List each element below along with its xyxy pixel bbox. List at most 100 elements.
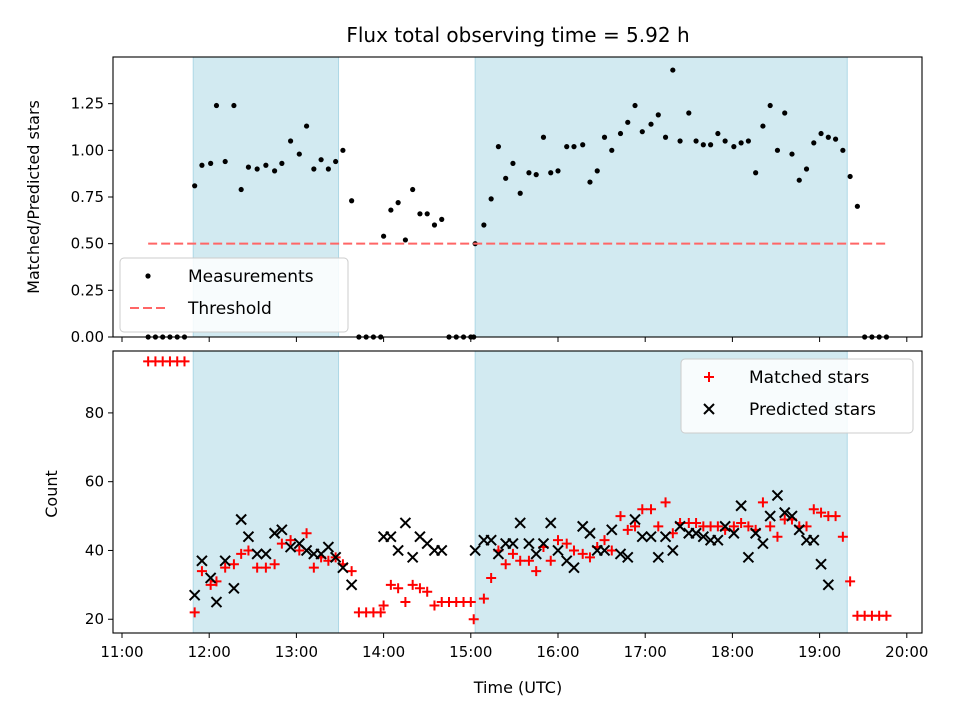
predicted-star-point: [385, 530, 397, 543]
predicted-star-point: [196, 555, 208, 567]
matched-star-point: [599, 535, 610, 546]
predicted-star-point: [469, 544, 481, 557]
measurement-point: [402, 237, 408, 243]
predicted-star-point: [614, 548, 627, 560]
legend-label: Predicted stars: [749, 400, 876, 420]
matched-star-point: [622, 524, 633, 535]
chart-title: Flux total observing time = 5.92 h: [346, 23, 689, 47]
measurement-point: [854, 203, 860, 209]
matched-star-point: [236, 548, 247, 559]
measurement-point: [213, 102, 220, 109]
predicted-star-point: [690, 527, 702, 539]
predicted-star-point: [622, 551, 634, 564]
matched-star-point: [507, 548, 518, 559]
measurement-point: [648, 121, 654, 127]
matched-star-point: [346, 566, 357, 577]
legend-matched-swatch: [704, 372, 714, 382]
matched-star-point: [653, 521, 664, 532]
legend-label: Measurements: [188, 267, 314, 287]
matched-star-point: [553, 535, 563, 546]
measurement-point: [580, 142, 586, 148]
measurement-point: [840, 147, 846, 153]
predicted-star-point: [697, 530, 710, 543]
measurement-point: [152, 334, 159, 340]
predicted-star-point: [728, 527, 740, 539]
matched-star-point: [830, 511, 841, 522]
predicted-star-point: [530, 548, 542, 560]
measurement-point: [517, 190, 523, 196]
y-tick-label: 0.25: [71, 281, 104, 299]
measurement-point: [296, 151, 302, 157]
y-tick-label: 60: [85, 473, 104, 491]
predicted-star-point: [260, 548, 272, 560]
measurement-point: [774, 147, 781, 153]
matched-star-point: [772, 531, 783, 542]
measurement-point: [767, 102, 773, 109]
matched-star-point: [523, 555, 534, 566]
x-tick-label: 12:00: [188, 643, 231, 661]
measurement-point: [677, 138, 683, 144]
predicted-star-point: [822, 579, 835, 591]
matched-star-point: [220, 562, 231, 573]
predicted-star-point: [537, 537, 550, 550]
matched-star-point: [422, 586, 433, 597]
predicted-star-point: [399, 517, 412, 529]
y-tick-label: 0.00: [71, 328, 104, 346]
measurement-point: [832, 136, 839, 142]
y-tick-label: 80: [85, 404, 104, 422]
matched-star-point: [252, 562, 263, 573]
matched-star-point: [728, 521, 739, 532]
y-tick-label: 0.75: [71, 188, 104, 206]
measurement-point: [160, 334, 166, 340]
predicted-star-point: [584, 527, 596, 539]
predicted-star-point: [645, 530, 657, 543]
matched-star-point: [378, 600, 389, 611]
measurement-point: [431, 222, 438, 228]
measurement-point: [410, 186, 416, 193]
predicted-star-point: [251, 548, 263, 560]
measurement-point: [245, 164, 252, 170]
measurement-point: [708, 142, 714, 148]
predicted-star-point: [210, 596, 223, 608]
measurement-point: [192, 183, 198, 189]
measurement-point: [811, 140, 817, 146]
measurement-point: [481, 222, 487, 228]
measurement-point: [279, 160, 285, 166]
matched-star-point: [743, 521, 754, 532]
x-tick-label: 14:00: [362, 643, 405, 661]
measurement-point: [174, 334, 180, 340]
measurement-point: [287, 138, 294, 144]
matched-star-point: [486, 572, 497, 583]
measurement-point: [356, 334, 362, 340]
measurement-point: [693, 138, 699, 144]
predicted-star-point: [659, 530, 672, 543]
legend-label: Threshold: [187, 299, 272, 319]
legend-measurement-swatch: [145, 273, 151, 279]
matched-star-point: [531, 566, 542, 577]
measurement-point: [847, 173, 853, 180]
measurement-point: [145, 334, 151, 340]
legend-box: [119, 257, 349, 333]
measurement-point: [782, 110, 788, 116]
predicted-star-point: [392, 544, 404, 557]
measurement-point: [222, 158, 228, 165]
measurement-point: [453, 334, 459, 340]
predicted-star-point: [329, 551, 342, 564]
measurement-point: [488, 196, 494, 202]
predicted-star-point: [268, 527, 281, 539]
bottom-panel: 11:00 12:00 13:00 14:00 15:00 16:00 17:00 18:00…: [85, 350, 928, 661]
matched-star-point: [816, 507, 827, 518]
predicted-star-point: [485, 534, 497, 546]
matched-star-point: [712, 521, 723, 532]
predicted-star-point: [764, 510, 776, 522]
matched-star-point: [577, 548, 588, 559]
predicted-star-point: [568, 561, 580, 574]
matched-star-point: [545, 555, 556, 566]
measurement-point: [181, 334, 188, 340]
measurement-point: [700, 142, 706, 148]
matched-star-point: [500, 559, 511, 570]
matched-star-point: [630, 521, 641, 532]
measurement-point: [388, 207, 394, 213]
